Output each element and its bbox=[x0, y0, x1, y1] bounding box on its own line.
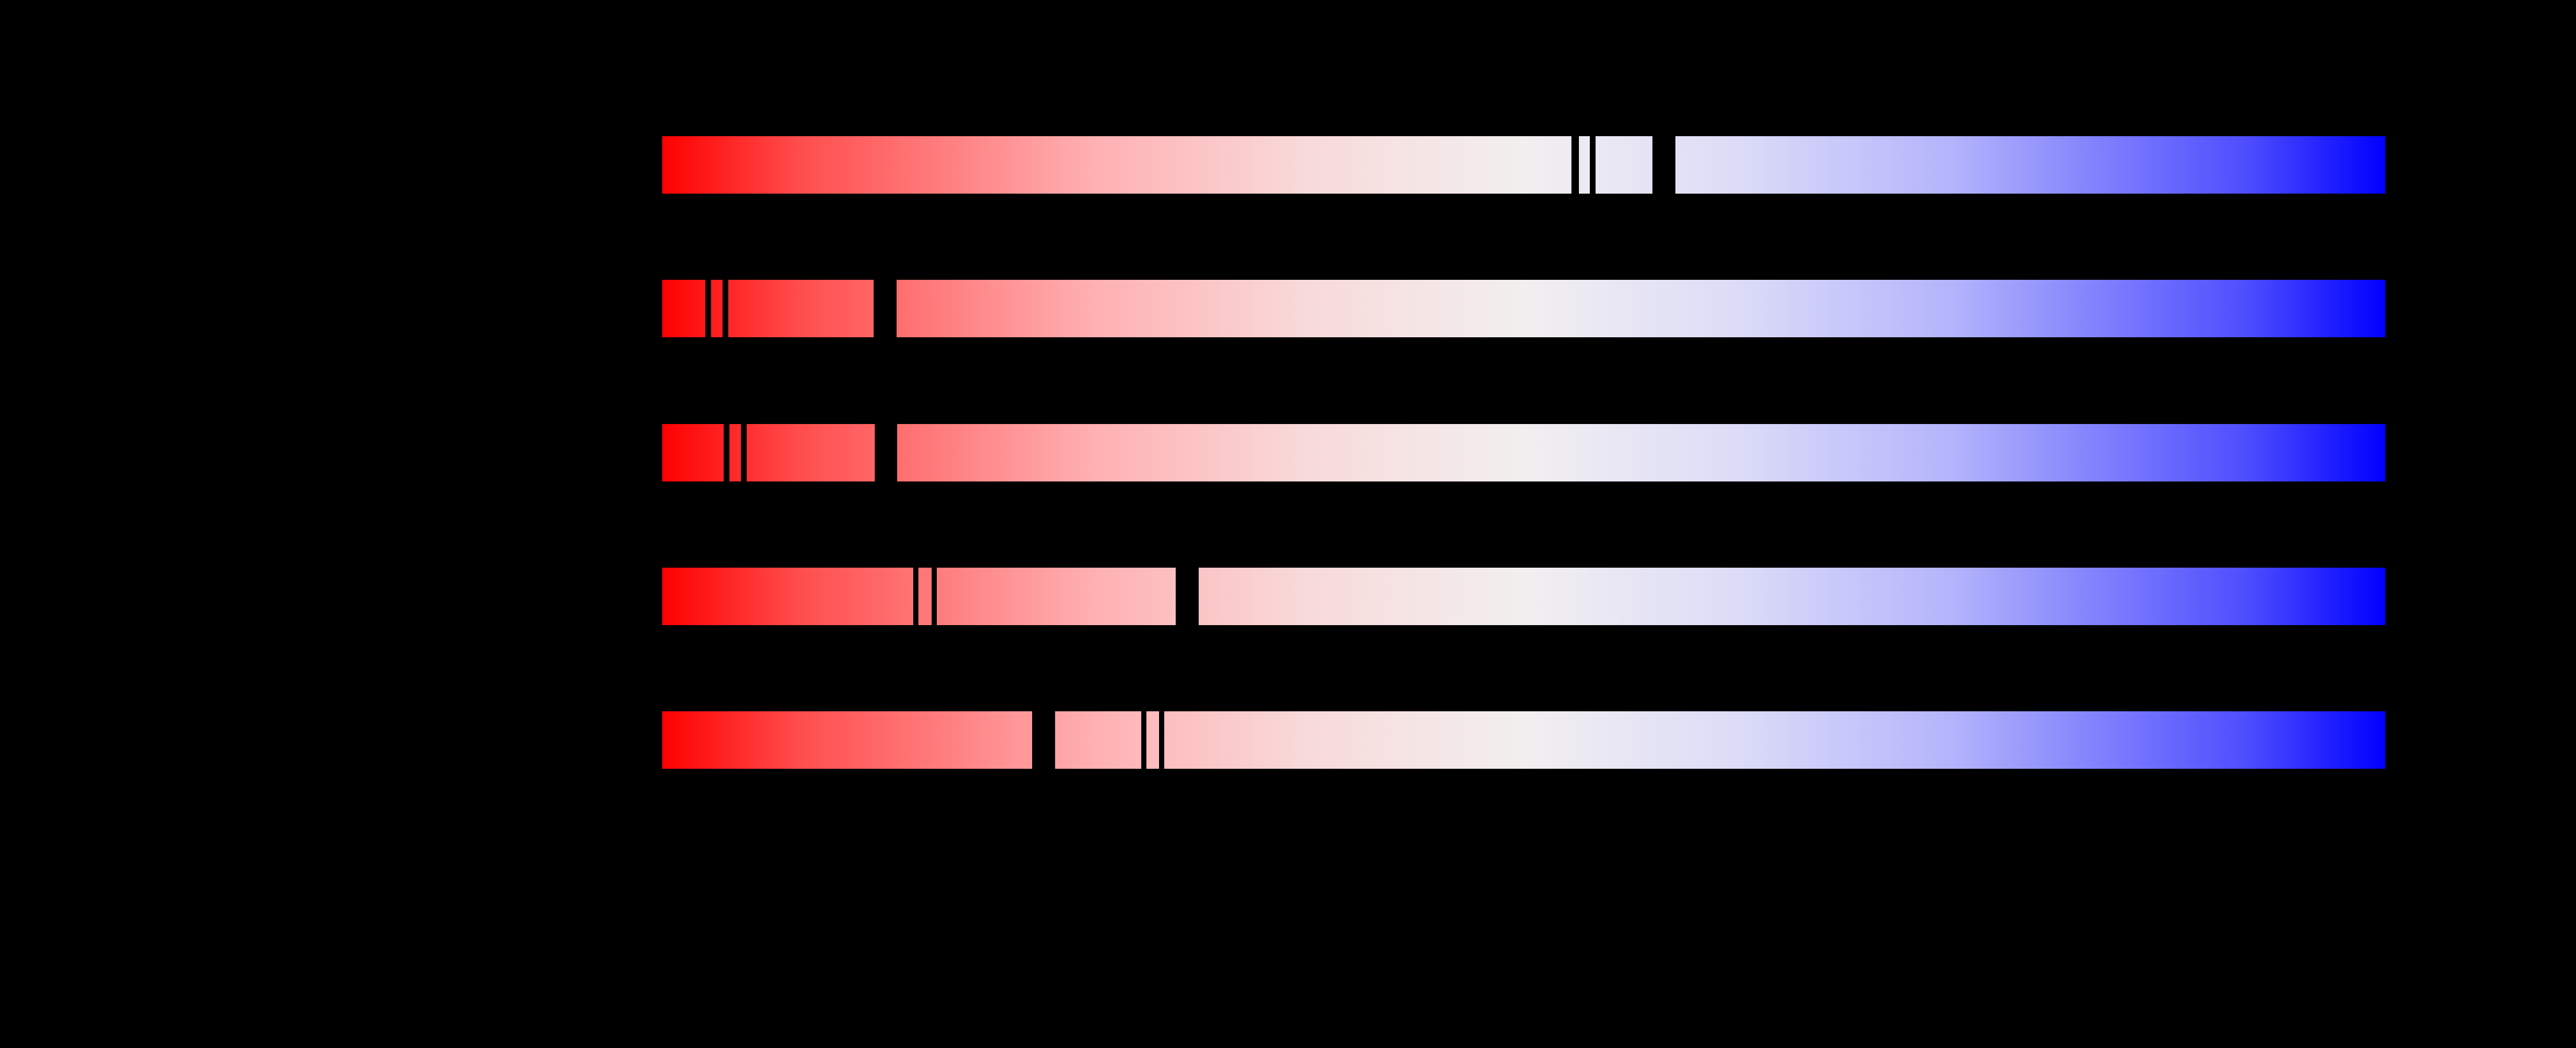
marker-thin bbox=[741, 423, 747, 481]
marker-thick bbox=[1652, 136, 1675, 194]
marker-thick bbox=[1176, 568, 1199, 625]
marker-thick bbox=[1032, 711, 1055, 769]
marker-thin bbox=[913, 568, 919, 625]
marker-thin bbox=[931, 568, 937, 625]
marker-thin bbox=[1571, 136, 1579, 194]
colorbar-row-1 bbox=[662, 136, 2386, 194]
marker-thin bbox=[1590, 136, 1596, 194]
colorbar-row-4 bbox=[662, 568, 2386, 625]
marker-thin bbox=[724, 423, 729, 481]
marker-thin bbox=[723, 280, 729, 337]
colorbar-row-3 bbox=[662, 423, 2386, 481]
colorbar-row-5 bbox=[662, 711, 2386, 769]
marker-thick bbox=[874, 423, 897, 481]
marker-thin bbox=[1158, 711, 1164, 769]
marker-thin bbox=[705, 280, 712, 337]
marker-thin bbox=[1141, 711, 1147, 769]
marker-thick bbox=[874, 280, 897, 337]
colorbar-row-2 bbox=[662, 280, 2386, 337]
